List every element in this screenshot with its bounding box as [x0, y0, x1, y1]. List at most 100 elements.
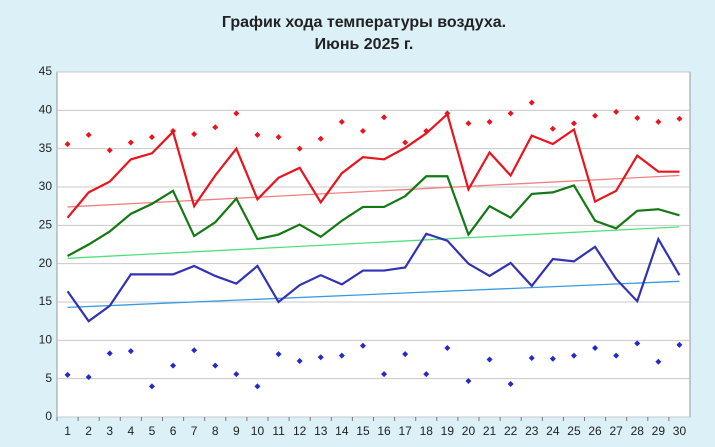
data-marker — [85, 131, 92, 138]
data-marker — [233, 110, 240, 117]
x-tick-label: 23 — [525, 424, 539, 438]
data-marker — [317, 135, 324, 142]
x-tick-label: 28 — [631, 424, 645, 438]
data-marker — [570, 352, 577, 359]
data-marker — [549, 355, 556, 362]
x-tick-label: 16 — [377, 424, 391, 438]
y-tick-label: 45 — [39, 64, 53, 78]
plot-area — [56, 71, 691, 418]
y-tick-label: 40 — [39, 103, 53, 117]
data-marker — [528, 99, 535, 106]
data-line — [66, 232, 681, 323]
data-marker — [275, 134, 282, 141]
x-tick-label: 29 — [652, 424, 666, 438]
data-marker — [212, 124, 219, 131]
y-tick-label: 30 — [39, 179, 53, 193]
data-marker — [170, 362, 177, 369]
y-tick-label: 20 — [39, 256, 53, 270]
data-marker — [148, 134, 155, 141]
x-tick-label: 20 — [462, 424, 476, 438]
data-marker — [613, 108, 620, 115]
x-tick-label: 24 — [546, 424, 560, 438]
data-marker — [64, 141, 71, 148]
data-marker — [549, 125, 556, 132]
data-marker — [402, 139, 409, 146]
x-tick-label: 19 — [441, 424, 455, 438]
x-tick-label: 3 — [106, 424, 113, 438]
chart-title: График хода температуры воздуха. — [222, 14, 506, 31]
x-tick-label: 12 — [293, 424, 307, 438]
data-marker — [381, 371, 388, 378]
x-tick-label: 4 — [128, 424, 135, 438]
data-marker — [212, 362, 219, 369]
data-marker — [444, 110, 451, 117]
data-marker — [148, 383, 155, 390]
x-tick-label: 7 — [191, 424, 198, 438]
data-marker — [528, 354, 535, 361]
data-marker — [486, 356, 493, 363]
data-marker — [423, 371, 430, 378]
x-tick-label: 2 — [85, 424, 92, 438]
data-marker — [254, 131, 261, 138]
x-tick-label: 25 — [567, 424, 581, 438]
y-tick-label: 15 — [39, 294, 53, 308]
data-marker — [106, 350, 113, 357]
data-marker — [338, 118, 345, 125]
data-marker — [170, 128, 177, 135]
data-marker — [570, 120, 577, 127]
trend-line — [67, 226, 680, 259]
data-marker — [592, 345, 599, 351]
data-marker — [655, 358, 662, 365]
x-tick-label: 6 — [170, 424, 177, 438]
x-tick-label: 10 — [251, 424, 265, 438]
data-marker — [423, 128, 430, 135]
data-marker — [127, 139, 134, 146]
x-tick-label: 15 — [356, 424, 370, 438]
x-tick-label: 30 — [673, 424, 687, 438]
data-marker — [634, 340, 641, 347]
x-tick-label: 5 — [149, 424, 156, 438]
data-marker — [85, 374, 92, 381]
data-marker — [634, 115, 641, 121]
data-marker — [338, 352, 345, 359]
data-marker — [613, 352, 620, 359]
data-marker — [296, 358, 303, 365]
data-marker — [275, 351, 282, 358]
x-tick-label: 18 — [420, 424, 434, 438]
x-tick-label: 14 — [335, 424, 349, 438]
x-tick-label: 22 — [504, 424, 518, 438]
data-marker — [127, 348, 134, 355]
y-tick-label: 5 — [45, 371, 52, 385]
data-marker — [402, 351, 409, 358]
data-marker — [254, 383, 261, 390]
data-marker — [191, 131, 198, 138]
data-marker — [676, 115, 683, 122]
x-tick-label: 9 — [233, 424, 240, 438]
data-marker — [676, 341, 683, 348]
data-marker — [359, 342, 366, 349]
data-marker — [507, 381, 514, 388]
data-marker — [233, 371, 240, 378]
y-tick-label: 0 — [45, 409, 52, 423]
x-tick-label: 27 — [609, 424, 623, 438]
data-line — [67, 175, 680, 257]
data-line — [66, 112, 680, 219]
x-tick-label: 17 — [398, 424, 412, 438]
data-marker — [507, 110, 514, 117]
x-tick-label: 8 — [212, 424, 219, 438]
x-tick-label: 11 — [272, 424, 285, 438]
data-marker — [64, 371, 71, 378]
y-tick-label: 35 — [39, 141, 53, 155]
data-marker — [592, 112, 599, 119]
data-marker — [106, 147, 113, 154]
trend-line — [67, 280, 680, 309]
data-marker — [381, 114, 388, 121]
data-marker — [191, 347, 198, 354]
data-marker — [486, 118, 493, 125]
y-tick-label: 25 — [39, 218, 53, 232]
x-tick-label: 13 — [314, 424, 328, 438]
data-marker — [317, 354, 324, 361]
data-marker — [465, 377, 472, 384]
